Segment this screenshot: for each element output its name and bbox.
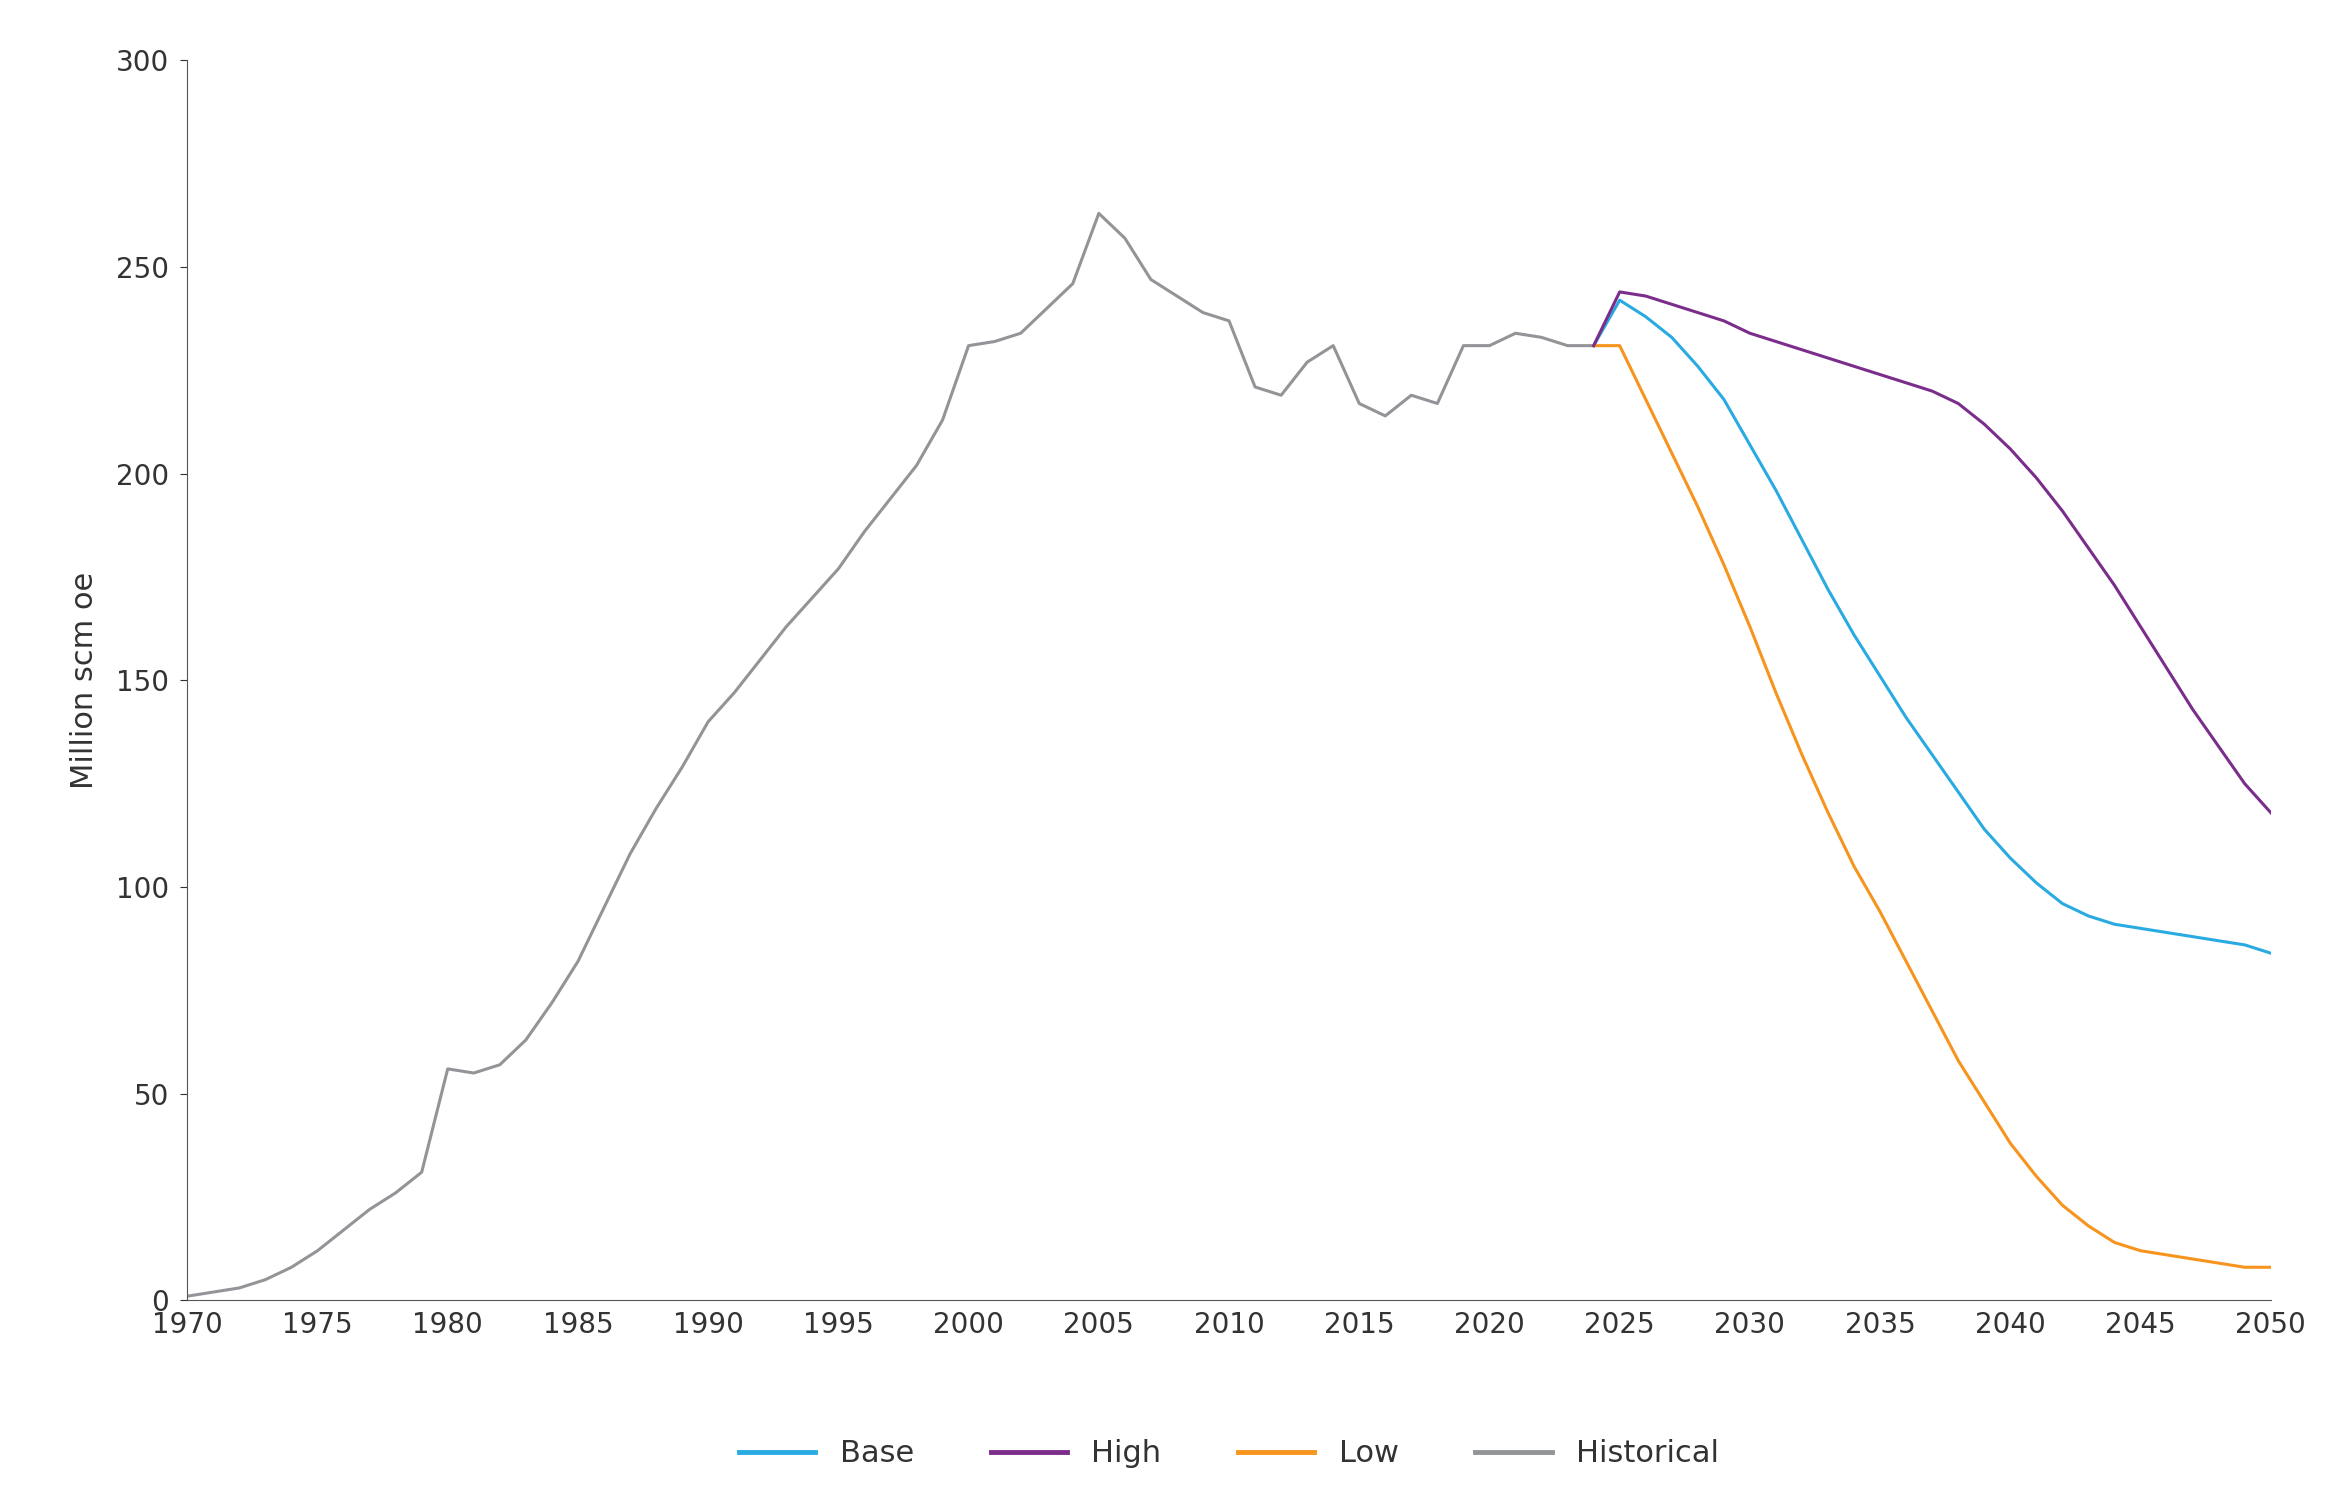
Legend: Base, High, Low, Historical: Base, High, Low, Historical — [726, 1427, 1732, 1480]
Y-axis label: Million scm oe: Million scm oe — [70, 572, 98, 789]
